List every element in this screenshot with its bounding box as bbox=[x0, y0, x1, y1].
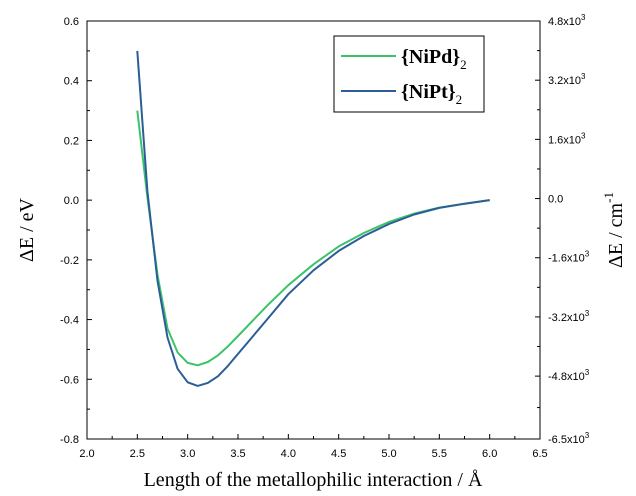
y-axis-right-title-sup: -1 bbox=[601, 192, 616, 203]
y-right-tick-mantissa: 3.2x10 bbox=[548, 75, 581, 87]
legend-label-nipt-sub: 2 bbox=[456, 92, 463, 107]
y-right-tick-label: 4.8x103 bbox=[548, 13, 586, 28]
y-right-tick-label: 0.0 bbox=[548, 194, 563, 206]
y-right-tick-label: -1.6x103 bbox=[548, 250, 590, 265]
y-right-tick-mantissa: -6.5x10 bbox=[548, 434, 585, 446]
y-right-tick-mantissa: 4.8x10 bbox=[548, 16, 581, 28]
y-right-tick-exponent: 3 bbox=[581, 13, 586, 22]
y-right-tick-exponent: 3 bbox=[585, 309, 590, 318]
y-axis-right-ticks: 4.8x1033.2x1031.6x1030.0-1.6x103-3.2x103… bbox=[535, 13, 590, 446]
x-tick-label: 2.5 bbox=[130, 448, 145, 460]
x-axis-ticks: 2.0 2.5 3.0 3.5 4.0 4.5 5.0 5.5 6.0 6.5 bbox=[79, 434, 548, 460]
y-right-tick-mantissa: -1.6x10 bbox=[548, 253, 585, 265]
y-axis-right-title-main: ΔE / cm bbox=[605, 202, 627, 268]
legend-box bbox=[333, 35, 485, 113]
y-left-tick-label: 0.0 bbox=[64, 195, 79, 207]
y-right-tick-exponent: 3 bbox=[585, 431, 590, 440]
x-tick-label: 3.5 bbox=[230, 448, 245, 460]
y-right-tick-label: -3.2x103 bbox=[548, 309, 590, 324]
x-tick-label: 2.0 bbox=[79, 448, 94, 460]
x-axis-title: Length of the metallophilic interaction … bbox=[144, 469, 483, 491]
x-tick-label: 6.5 bbox=[532, 448, 547, 460]
y-right-tick-mantissa: 1.6x10 bbox=[548, 134, 581, 146]
y-left-tick-label: -0.2 bbox=[60, 255, 79, 267]
y-left-tick-label: -0.4 bbox=[60, 315, 79, 327]
y-right-tick-exponent: 3 bbox=[581, 131, 586, 140]
y-right-tick-exponent: 3 bbox=[585, 250, 590, 259]
y-right-tick-label: 1.6x103 bbox=[548, 131, 586, 146]
y-right-tick-label: -4.8x103 bbox=[548, 368, 590, 383]
legend-label-nipt: {NiPt}2 bbox=[401, 81, 462, 107]
y-left-tick-label: 0.6 bbox=[64, 16, 79, 28]
x-tick-label: 4.0 bbox=[281, 448, 296, 460]
legend: {NiPd}2 {NiPt}2 bbox=[333, 35, 485, 113]
legend-label-nipt-main: {NiPt} bbox=[401, 81, 456, 103]
y-right-tick-mantissa: -3.2x10 bbox=[548, 312, 585, 324]
x-tick-label: 5.5 bbox=[432, 448, 447, 460]
y-right-tick-exponent: 3 bbox=[581, 72, 586, 81]
y-right-tick-mantissa: -4.8x10 bbox=[548, 371, 585, 383]
y-right-tick-label: -6.5x103 bbox=[548, 431, 590, 446]
y-left-tick-label: -0.6 bbox=[60, 374, 79, 386]
x-tick-label: 3.0 bbox=[180, 448, 195, 460]
legend-label-nipd-main: {NiPd} bbox=[401, 46, 460, 68]
y-right-tick-exponent: 3 bbox=[585, 368, 590, 377]
x-tick-label: 4.5 bbox=[331, 448, 346, 460]
y-axis-left-title: ΔE / eV bbox=[16, 197, 38, 262]
y-left-tick-label: 0.4 bbox=[64, 76, 79, 88]
y-axis-left-ticks: 0.6 0.4 0.2 0.0 -0.2 -0.4 -0.6 -0.8 bbox=[60, 16, 92, 446]
series-line-nipd bbox=[136, 110, 490, 367]
legend-label-nipd: {NiPd}2 bbox=[401, 46, 467, 72]
y-right-tick-label: 3.2x103 bbox=[548, 72, 586, 87]
y-left-tick-label: -0.8 bbox=[60, 434, 79, 446]
x-tick-label: 6.0 bbox=[482, 448, 497, 460]
y-axis-right-title: ΔE / cm-1 bbox=[601, 192, 627, 268]
y-left-tick-label: 0.2 bbox=[64, 135, 79, 147]
series-lines bbox=[136, 50, 490, 387]
x-tick-label: 5.0 bbox=[381, 448, 396, 460]
series-line-nipt bbox=[136, 50, 490, 387]
y-right-tick-mantissa: 0.0 bbox=[548, 194, 563, 206]
legend-label-nipd-sub: 2 bbox=[460, 57, 467, 72]
